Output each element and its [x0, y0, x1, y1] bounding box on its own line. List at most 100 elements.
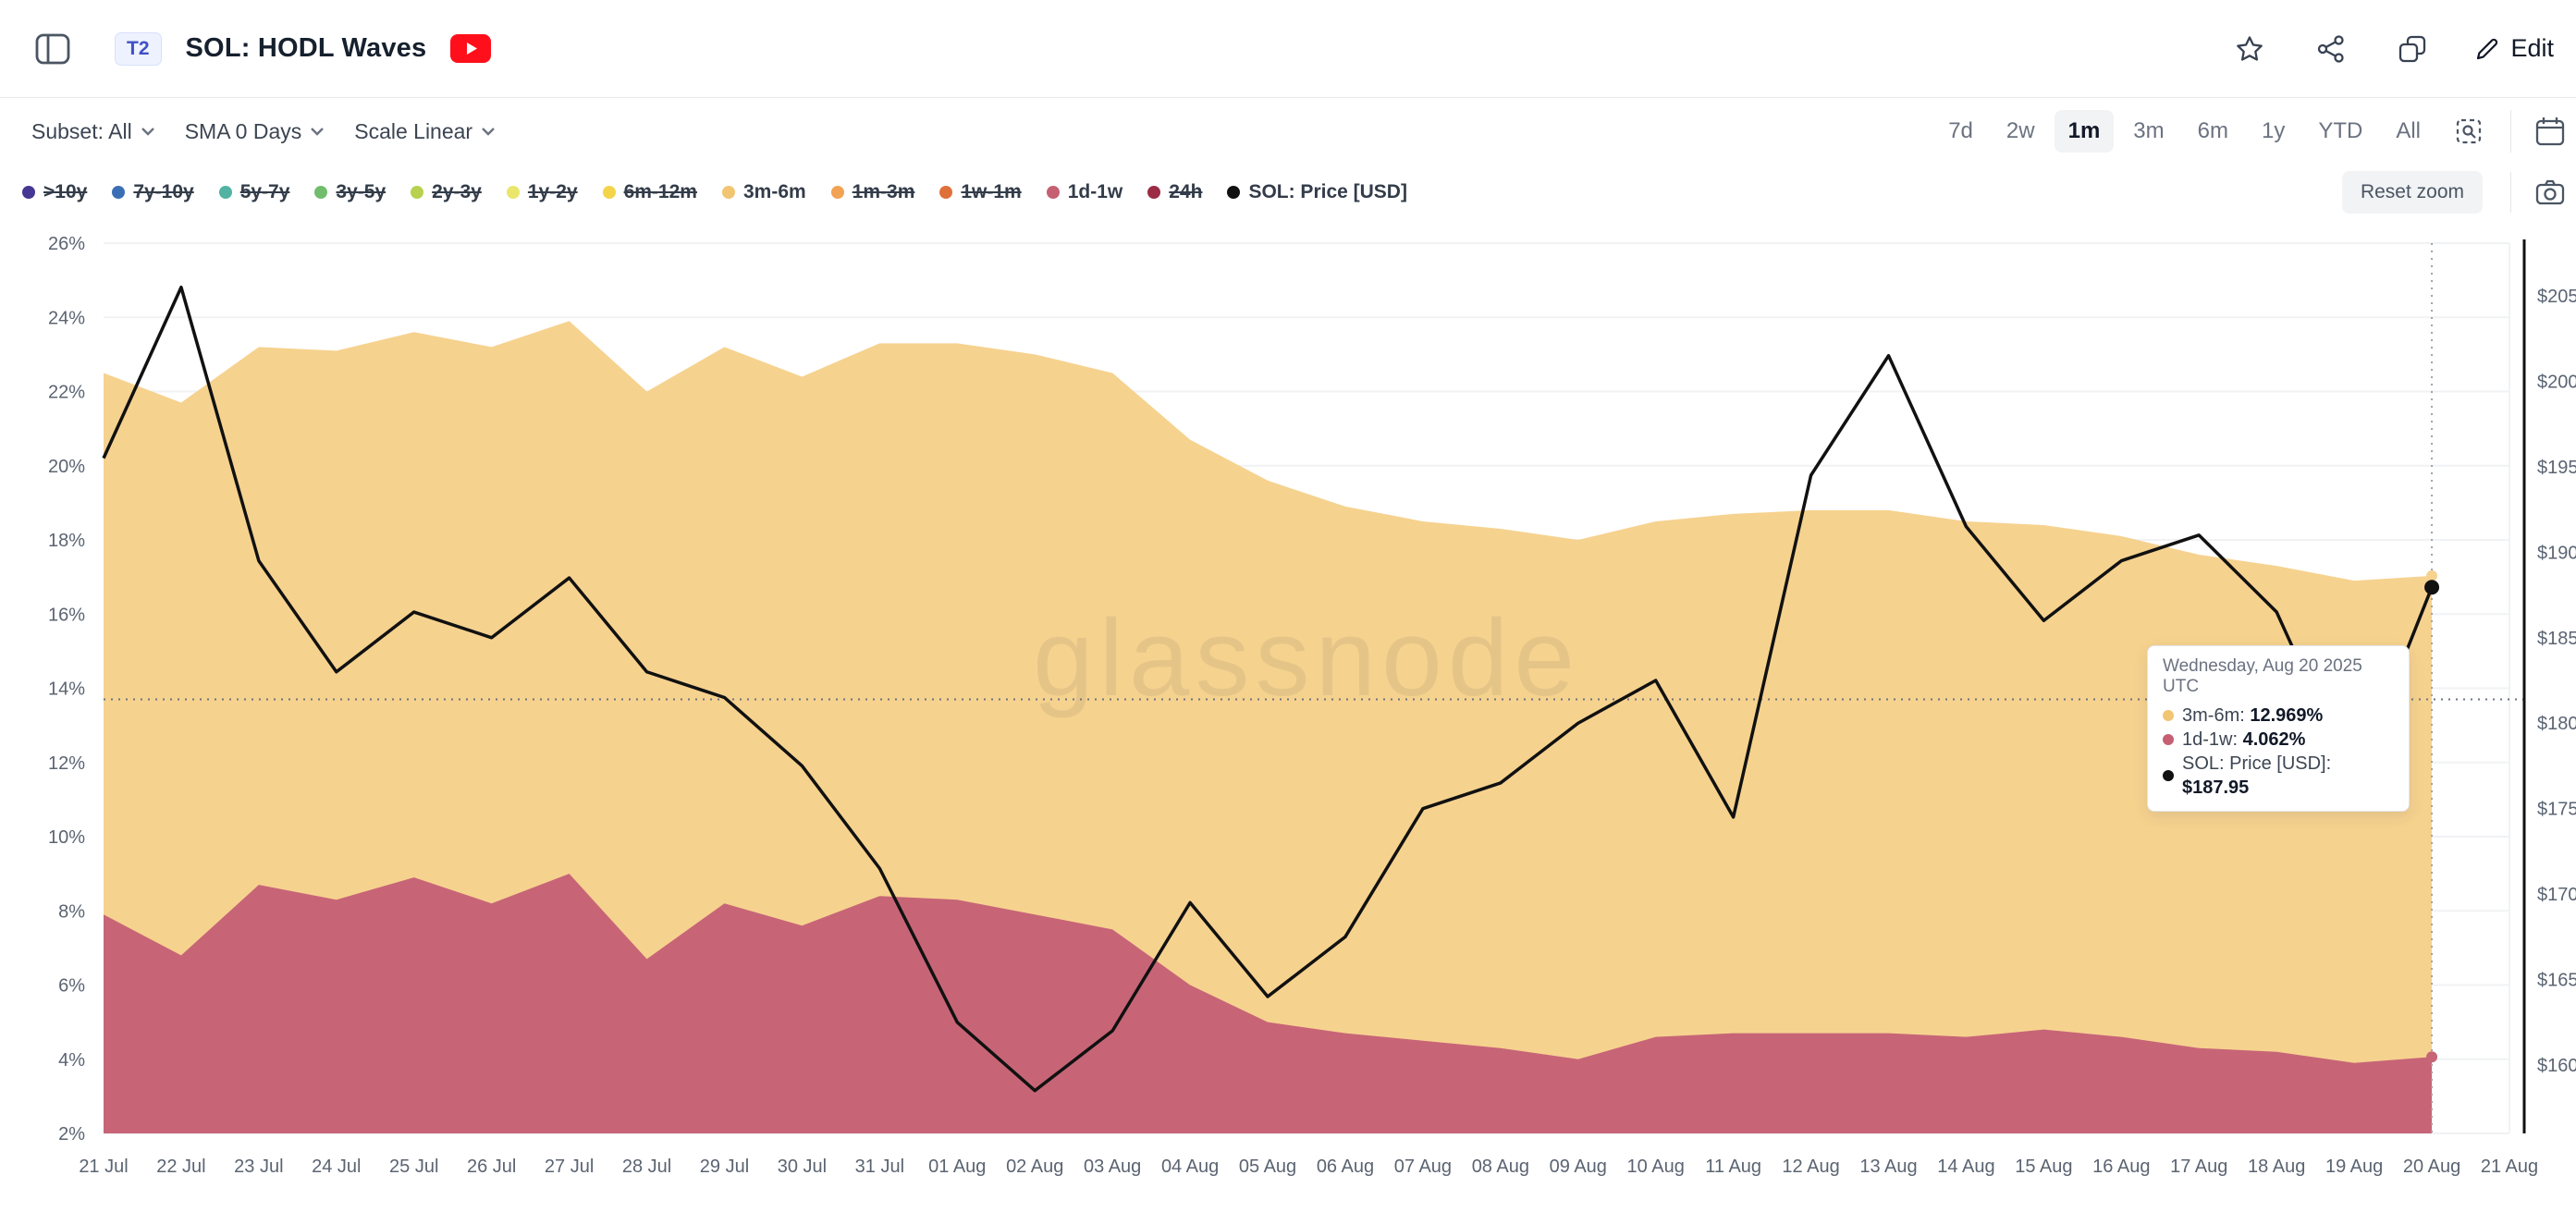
screenshot-button[interactable] [2526, 172, 2574, 213]
controls-bar: Subset: All SMA 0 Days Scale Linear 7d 2w… [0, 98, 2576, 165]
legend-dot [1147, 186, 1161, 199]
right-axis-label: $195 [2537, 458, 2576, 478]
legend-item[interactable]: 1w-1m [939, 181, 1022, 203]
legend-item[interactable]: 1m-3m [830, 181, 914, 203]
copy-button[interactable] [2392, 29, 2433, 69]
legend-dot [314, 186, 328, 199]
x-axis-label: 25 Jul [389, 1157, 438, 1177]
x-axis-label: 07 Aug [1394, 1157, 1452, 1177]
range-button-7d[interactable]: 7d [1934, 110, 1987, 153]
legend-item[interactable]: SOL: Price [USD] [1227, 181, 1407, 203]
star-icon [2235, 34, 2264, 64]
x-axis-label: 24 Jul [312, 1157, 361, 1177]
zoom-select-button[interactable] [2449, 112, 2488, 151]
right-axis-label: $190 [2537, 543, 2576, 563]
x-axis-label: 26 Jul [467, 1157, 516, 1177]
range-button-All[interactable]: All [2382, 110, 2435, 153]
range-button-1y[interactable]: 1y [2248, 110, 2299, 153]
reset-zoom-button[interactable]: Reset zoom [2341, 171, 2483, 214]
sidebar-toggle-button[interactable] [30, 28, 76, 70]
right-axis-label: $185 [2537, 629, 2576, 649]
legend-item[interactable]: 2y-3y [411, 181, 482, 203]
marker-3m-6m [2426, 569, 2438, 581]
favorite-button[interactable] [2229, 29, 2270, 69]
sma-dropdown[interactable]: SMA 0 Days [176, 112, 335, 152]
legend-label: 6m-12m [623, 181, 697, 202]
marker-price [2424, 580, 2440, 595]
x-axis-label: 22 Jul [156, 1157, 205, 1177]
tooltip-row: SOL: Price [USD]: $187.95 [2163, 752, 2394, 800]
legend-item[interactable]: 3m-6m [721, 181, 806, 203]
tooltip-dot [2163, 770, 2174, 781]
subset-dropdown[interactable]: Subset: All [22, 112, 165, 152]
legend-bar: >10y 7y-10y 5y-7y 3y-5y 2y-3y 1y-2y 6m-12m 3m-6… [0, 165, 2576, 220]
legend-dot [1046, 186, 1060, 199]
left-axis-label: 2% [58, 1124, 85, 1144]
scale-dropdown[interactable]: Scale Linear [345, 112, 505, 152]
camera-cell [2510, 172, 2576, 213]
range-buttons: 7d 2w 1m 3m 6m 1y YTD All [1934, 110, 2435, 153]
legend-label: >10y [43, 181, 88, 202]
tooltip-dot [2163, 710, 2174, 721]
legend-dot [506, 186, 520, 199]
right-axis-label: $160 [2537, 1056, 2576, 1076]
tooltip-label: 1d-1w: 4.062% [2182, 729, 2306, 750]
legend-item[interactable]: 1d-1w [1046, 181, 1122, 203]
x-axis-label: 04 Aug [1161, 1157, 1219, 1177]
subset-dropdown-label: Subset: All [31, 118, 132, 143]
range-button-1m[interactable]: 1m [2054, 110, 2115, 153]
legend-item[interactable]: >10y [22, 181, 87, 203]
range-button-YTD[interactable]: YTD [2304, 110, 2376, 153]
legend-label: SOL: Price [USD] [1248, 181, 1407, 202]
left-axis-label: 8% [58, 901, 85, 922]
legend-label: 1w-1m [961, 181, 1022, 202]
tooltip-row: 1d-1w: 4.062% [2163, 728, 2394, 752]
x-axis-label: 12 Aug [1782, 1157, 1839, 1177]
legend-dot [22, 186, 35, 199]
legend-item[interactable]: 6m-12m [602, 181, 697, 203]
x-axis-label: 18 Aug [2248, 1157, 2305, 1177]
x-axis-label: 29 Jul [700, 1157, 749, 1177]
calendar-cell [2510, 110, 2576, 153]
x-axis-label: 21 Jul [79, 1157, 128, 1177]
scale-dropdown-label: Scale Linear [354, 118, 473, 143]
x-axis-label: 23 Jul [234, 1157, 283, 1177]
x-axis-label: 15 Aug [2015, 1157, 2072, 1177]
x-axis-label: 03 Aug [1084, 1157, 1141, 1177]
legend-item[interactable]: 24h [1147, 181, 1202, 203]
legend-item[interactable]: 3y-5y [314, 181, 386, 203]
youtube-icon[interactable] [450, 34, 492, 63]
x-axis-label: 09 Aug [1550, 1157, 1607, 1177]
range-button-2w[interactable]: 2w [1993, 110, 2049, 153]
right-axis-label: $165 [2537, 971, 2576, 991]
x-axis-label: 13 Aug [1859, 1157, 1917, 1177]
camera-icon [2532, 177, 2569, 207]
tooltip-dot [2163, 734, 2174, 745]
left-axis-label: 14% [48, 679, 85, 700]
tooltip-label: 3m-6m: 12.969% [2182, 705, 2324, 726]
sma-dropdown-label: SMA 0 Days [184, 118, 302, 143]
legend-dot [602, 186, 616, 199]
legend-item[interactable]: 5y-7y [218, 181, 289, 203]
x-axis-label: 16 Aug [2092, 1157, 2150, 1177]
pencil-icon [2475, 36, 2500, 61]
tier-badge: T2 [115, 31, 162, 66]
legend: >10y 7y-10y 5y-7y 3y-5y 2y-3y 1y-2y 6m-12m 3m-6… [22, 181, 1407, 203]
edit-button[interactable]: Edit [2473, 31, 2556, 67]
marker-1d-1w [2426, 1051, 2438, 1063]
legend-dot [721, 186, 735, 199]
range-button-6m[interactable]: 6m [2184, 110, 2242, 153]
range-button-3m[interactable]: 3m [2119, 110, 2177, 153]
share-button[interactable] [2311, 29, 2351, 69]
left-axis-label: 10% [48, 827, 85, 848]
legend-item[interactable]: 1y-2y [506, 181, 578, 203]
calendar-button[interactable] [2526, 110, 2574, 153]
legend-item[interactable]: 7y-10y [112, 181, 194, 203]
area-3m-6m [104, 321, 2433, 1133]
left-axis-label: 24% [48, 308, 85, 328]
x-axis-label: 31 Jul [855, 1157, 904, 1177]
calendar-icon [2532, 116, 2569, 147]
left-axis-label: 12% [48, 753, 85, 774]
x-axis-label: 11 Aug [1705, 1157, 1761, 1177]
